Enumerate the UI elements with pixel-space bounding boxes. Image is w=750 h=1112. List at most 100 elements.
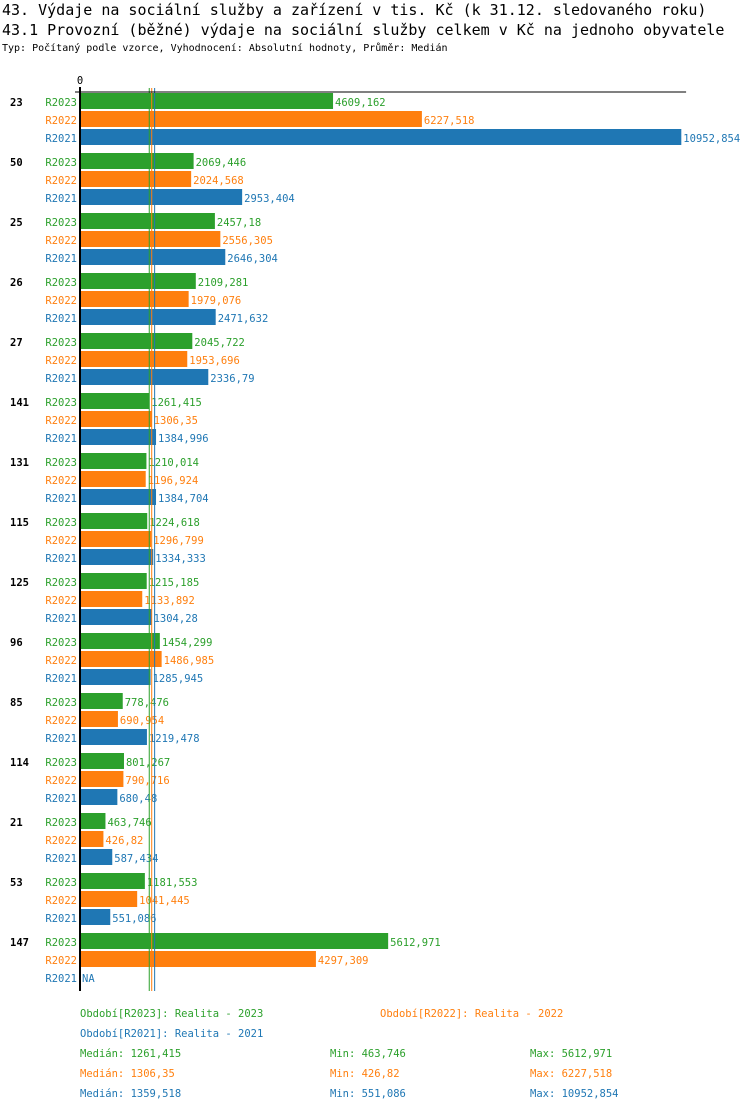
series-label: R2023	[45, 757, 77, 769]
category-label: 114	[10, 757, 29, 769]
bar	[80, 273, 196, 289]
data-label: 4297,309	[318, 955, 369, 967]
series-label: R2021	[45, 913, 77, 925]
data-label: 790,716	[125, 775, 169, 787]
data-label: 1384,996	[158, 433, 209, 445]
data-label: 2069,446	[196, 157, 247, 169]
series-label: R2023	[45, 877, 77, 889]
series-label: R2023	[45, 337, 77, 349]
series-label: R2022	[45, 175, 77, 187]
series-label: R2021	[45, 973, 77, 985]
series-label: R2022	[45, 955, 77, 967]
series-label: R2022	[45, 295, 77, 307]
data-label: 1304,28	[154, 613, 198, 625]
series-label: R2022	[45, 355, 77, 367]
legend-r2023: Období[R2023]: Realita - 2023	[80, 1008, 264, 1020]
series-label: R2022	[45, 475, 77, 487]
bar	[80, 231, 221, 247]
bar	[80, 933, 389, 949]
series-label: R2023	[45, 397, 77, 409]
category-label: 21	[10, 817, 23, 829]
legend-r2022: Období[R2022]: Realita - 2022	[380, 1008, 564, 1020]
series-label: R2023	[45, 817, 77, 829]
bar	[80, 651, 162, 667]
data-label: 1979,076	[191, 295, 242, 307]
stat-min-r2021: Min: 551,086	[330, 1088, 406, 1100]
bar	[80, 849, 113, 865]
series-label: R2023	[45, 697, 77, 709]
data-label: NA	[82, 973, 95, 985]
data-label: 1219,478	[149, 733, 200, 745]
series-label: R2021	[45, 373, 77, 385]
data-label: 463,746	[107, 817, 151, 829]
series-label: R2021	[45, 313, 77, 325]
bar	[80, 333, 193, 349]
series-label: R2021	[45, 733, 77, 745]
bar	[80, 213, 215, 229]
series-label: R2021	[45, 193, 77, 205]
category-label: 115	[10, 517, 29, 529]
bar	[80, 873, 145, 889]
data-label: 1384,704	[158, 493, 209, 505]
stat-median-r2023: Medián: 1261,415	[80, 1048, 182, 1060]
data-label: 551,086	[112, 913, 156, 925]
bar	[80, 693, 123, 709]
bar	[80, 951, 316, 967]
series-label: R2023	[45, 97, 77, 109]
category-label: 23	[10, 97, 23, 109]
category-label: 53	[10, 877, 23, 889]
series-label: R2021	[45, 853, 77, 865]
chart-title: 43. Výdaje na sociální služby a zařízení…	[2, 1, 707, 19]
category-label: 141	[10, 397, 29, 409]
data-label: 1953,696	[189, 355, 240, 367]
axis-zero-label: 0	[77, 75, 83, 87]
bar	[80, 189, 243, 205]
series-label: R2021	[45, 253, 77, 265]
series-label: R2022	[45, 415, 77, 427]
data-label: 1261,415	[151, 397, 202, 409]
series-label: R2023	[45, 937, 77, 949]
bar	[80, 369, 209, 385]
stat-min-r2023: Min: 463,746	[330, 1048, 406, 1060]
series-label: R2023	[45, 637, 77, 649]
bar	[80, 771, 124, 787]
data-label: 10952,854	[683, 133, 740, 145]
data-label: 1296,799	[153, 535, 204, 547]
data-label: 2024,568	[193, 175, 244, 187]
category-label: 27	[10, 337, 23, 349]
bar	[80, 513, 148, 529]
category-label: 25	[10, 217, 23, 229]
series-label: R2023	[45, 277, 77, 289]
data-label: 1306,35	[154, 415, 198, 427]
data-label: 1196,924	[148, 475, 199, 487]
bar	[80, 633, 160, 649]
series-label: R2022	[45, 595, 77, 607]
data-label: 1486,985	[164, 655, 215, 667]
category-label: 131	[10, 457, 29, 469]
stat-median-r2021: Medián: 1359,518	[80, 1088, 182, 1100]
data-label: 2646,304	[227, 253, 278, 265]
bar	[80, 813, 106, 829]
data-label: 1454,299	[162, 637, 213, 649]
category-label: 147	[10, 937, 29, 949]
bar	[80, 393, 150, 409]
data-label: 1181,553	[147, 877, 198, 889]
stat-min-r2022: Min: 426,82	[330, 1068, 400, 1080]
bar	[80, 573, 147, 589]
data-label: 801,267	[126, 757, 170, 769]
series-label: R2021	[45, 793, 77, 805]
data-label: 2336,79	[210, 373, 254, 385]
series-label: R2022	[45, 235, 77, 247]
bar	[80, 891, 138, 907]
bar	[80, 909, 111, 925]
series-label: R2022	[45, 895, 77, 907]
stat-max-r2021: Max: 10952,854	[530, 1088, 619, 1100]
data-label: 4609,162	[335, 97, 386, 109]
series-label: R2021	[45, 133, 77, 145]
data-label: 680,48	[119, 793, 157, 805]
bar-chart: 0 23 R2023 4609,162 R2022 6227,518 R2021 10952,…	[10, 75, 740, 991]
series-label: R2023	[45, 157, 77, 169]
series-label: R2021	[45, 553, 77, 565]
data-label: 426,82	[105, 835, 143, 847]
data-label: 1334,333	[155, 553, 206, 565]
